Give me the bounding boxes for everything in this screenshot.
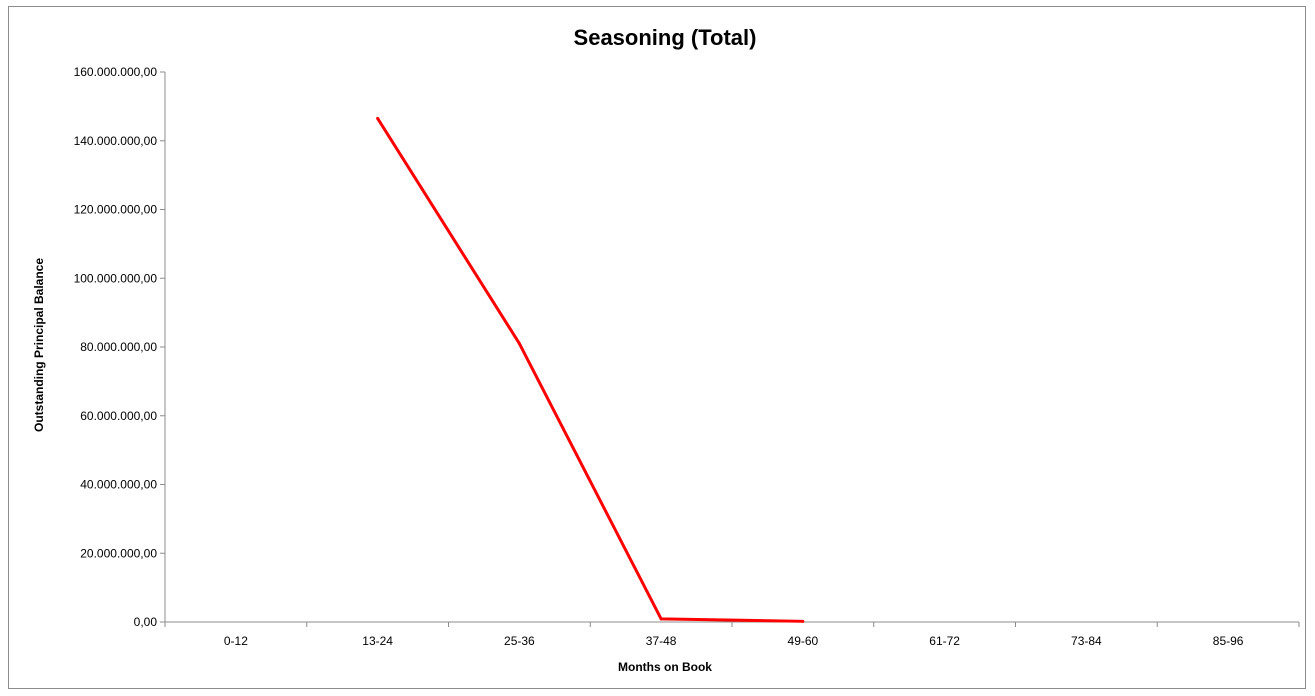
x-tick-label: 61-72 bbox=[929, 634, 960, 648]
data-point bbox=[518, 342, 521, 345]
x-tick-label: 85-96 bbox=[1213, 634, 1244, 648]
data-point bbox=[660, 617, 663, 620]
chart-canvas: Seasoning (Total) Months on Book Outstan… bbox=[9, 7, 1307, 690]
data-point bbox=[801, 620, 804, 623]
y-tick-label: 100.000.000,00 bbox=[74, 271, 158, 285]
series-line bbox=[378, 118, 803, 621]
x-axis-title: Months on Book bbox=[618, 660, 712, 674]
y-axis-title: Outstanding Principal Balance bbox=[32, 258, 46, 432]
axes bbox=[160, 72, 1299, 627]
x-tick-label: 49-60 bbox=[788, 634, 819, 648]
data-point bbox=[376, 117, 379, 120]
y-tick-label: 160.000.000,00 bbox=[74, 65, 158, 79]
chart-title: Seasoning (Total) bbox=[574, 25, 757, 50]
tick-labels: 0,00 20.000.000,00 40.000.000,00 60.000.000… bbox=[74, 65, 1244, 648]
y-tick-label: 0,00 bbox=[134, 615, 158, 629]
x-tick-label: 13-24 bbox=[362, 634, 393, 648]
x-tick-label: 0-12 bbox=[224, 634, 248, 648]
series-lines bbox=[376, 117, 804, 623]
y-tick-label: 40.000.000,00 bbox=[80, 478, 157, 492]
y-tick-label: 20.000.000,00 bbox=[80, 546, 157, 560]
x-tick-label: 73-84 bbox=[1071, 634, 1102, 648]
x-tick-label: 37-48 bbox=[646, 634, 677, 648]
y-tick-label: 120.000.000,00 bbox=[74, 203, 158, 217]
chart-frame: Seasoning (Total) Months on Book Outstan… bbox=[8, 6, 1306, 689]
y-tick-label: 80.000.000,00 bbox=[80, 340, 157, 354]
x-tick-label: 25-36 bbox=[504, 634, 535, 648]
y-tick-label: 140.000.000,00 bbox=[74, 134, 158, 148]
y-tick-label: 60.000.000,00 bbox=[80, 409, 157, 423]
